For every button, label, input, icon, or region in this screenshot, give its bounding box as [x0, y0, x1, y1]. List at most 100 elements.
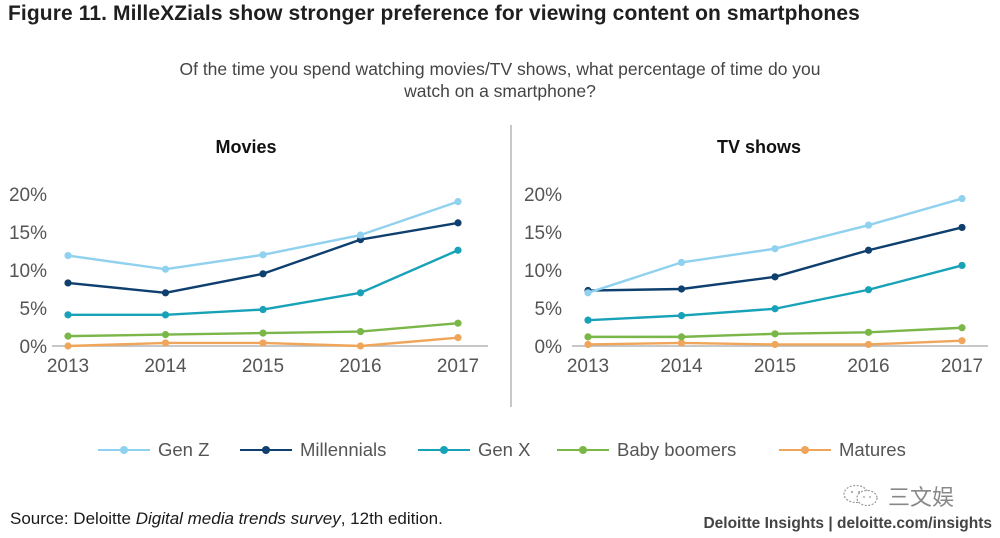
data-point-millennials [864, 246, 873, 254]
x-tick-label: 2013 [567, 356, 609, 377]
data-point-gen-z [958, 194, 966, 203]
movies-chart: 0% 5% 10% 15% 20% 2013 2014 2015 2016 2017 [9, 185, 488, 377]
watermark: 三文娱 [842, 482, 954, 510]
data-point-gen-x [259, 305, 267, 314]
y-tick-label: 20% [524, 185, 562, 206]
legend-label: Matures [839, 439, 906, 460]
y-tick-label: 10% [524, 261, 562, 282]
figure-title: Figure 11. MilleXZials show stronger pre… [8, 2, 860, 25]
data-point-gen-x [161, 311, 170, 319]
legend: Gen Z Millennials Gen X Baby boomers Mat… [0, 438, 1000, 462]
tv-shows-chart: 0% 5% 10% 15% 20% 2013 2014 2015 2016 2017 [524, 185, 988, 377]
series-baby-boomers [584, 324, 966, 341]
x-tick-label: 2013 [47, 356, 89, 377]
y-tick-label: 10% [9, 261, 47, 282]
x-tick-label: 2015 [242, 356, 284, 377]
figure-subtitle: Of the time you spend watching movies/TV… [0, 58, 1000, 102]
legend-marker [120, 446, 128, 454]
data-point-matures [161, 339, 170, 347]
data-point-gen-x [64, 311, 72, 319]
movies-panel-title: Movies [215, 137, 277, 157]
panel-divider [510, 125, 512, 407]
data-point-gen-z [356, 231, 365, 239]
x-tick-label: 2017 [437, 356, 479, 377]
legend-label: Baby boomers [617, 439, 737, 460]
deloitte-insights-footer: Deloitte Insights | deloitte.com/insight… [703, 515, 992, 532]
legend-item-matures: Matures [779, 438, 906, 462]
source-note: Source: Deloitte Digital media trends su… [10, 509, 443, 529]
data-point-millennials [677, 285, 686, 293]
data-point-matures [958, 337, 966, 345]
legend-swatch-gen-z [98, 446, 150, 454]
wechat-icon [843, 484, 878, 507]
legend-marker [440, 446, 448, 454]
data-point-gen-x [584, 316, 592, 324]
data-point-baby-boomers [161, 331, 170, 339]
legend-swatch-gen-x [418, 446, 470, 454]
data-point-gen-z [864, 221, 873, 229]
data-point-gen-x [864, 286, 873, 294]
y-tick-label: 0% [535, 337, 563, 358]
data-point-matures [584, 340, 592, 349]
legend-item-millennials: Millennials [240, 438, 386, 462]
data-point-baby-boomers [64, 332, 72, 340]
legend-item-baby-boomers: Baby boomers [557, 438, 736, 462]
series-gen-x [584, 261, 966, 324]
watermark-text: 三文娱 [888, 485, 955, 510]
series-line-gen-x [68, 249, 459, 317]
data-point-baby-boomers [259, 329, 267, 337]
data-point-gen-z [454, 198, 462, 206]
data-point-matures [259, 339, 267, 347]
series-matures [64, 334, 462, 350]
data-point-millennials [958, 223, 966, 232]
legend-marker [262, 446, 270, 454]
legend-item-gen-z: Gen Z [98, 438, 209, 462]
data-point-gen-x [454, 246, 462, 254]
data-point-baby-boomers [864, 328, 873, 336]
data-point-baby-boomers [771, 330, 779, 338]
y-tick-label: 15% [9, 223, 47, 244]
series-gen-x [64, 246, 462, 319]
x-tick-label: 2017 [941, 356, 983, 377]
data-point-millennials [161, 289, 170, 297]
legend-label: Gen X [478, 439, 531, 460]
legend-marker [801, 446, 809, 454]
y-tick-label: 5% [535, 299, 563, 320]
data-point-gen-z [64, 251, 72, 260]
y-tick-label: 5% [20, 299, 48, 320]
data-point-millennials [454, 219, 462, 227]
source-suffix: , 12th edition. [340, 509, 443, 528]
legend-label: Millennials [300, 439, 387, 460]
data-point-baby-boomers [454, 319, 462, 327]
x-tick-label: 2014 [144, 356, 187, 377]
y-tick-label: 15% [524, 223, 562, 244]
data-point-gen-x [677, 312, 686, 320]
legend-swatch-matures [779, 446, 831, 454]
series-gen-z [64, 198, 462, 273]
data-point-matures [677, 339, 686, 347]
x-tick-label: 2014 [660, 356, 703, 377]
series-baby-boomers [64, 319, 462, 340]
x-tick-label: 2016 [339, 356, 381, 377]
series-line-gen-z [67, 200, 459, 271]
data-point-baby-boomers [356, 327, 365, 336]
data-point-matures [771, 340, 779, 349]
legend-item-gen-x: Gen X [418, 438, 530, 462]
data-point-matures [864, 340, 873, 349]
legend-swatch-baby-boomers [557, 446, 609, 454]
x-tick-label: 2015 [754, 356, 796, 377]
data-point-gen-z [161, 265, 170, 273]
y-tick-label: 0% [20, 337, 48, 358]
data-point-gen-x [771, 305, 779, 313]
y-tick-label: 20% [9, 185, 47, 206]
data-point-matures [356, 342, 365, 350]
data-point-baby-boomers [584, 333, 592, 341]
legend-label: Gen Z [158, 439, 210, 460]
legend-marker [579, 446, 587, 454]
data-point-gen-z [677, 258, 686, 266]
source-italic: Digital media trends survey [135, 509, 341, 528]
data-point-millennials [259, 270, 267, 278]
data-point-gen-z [584, 289, 592, 297]
data-point-gen-z [259, 251, 267, 259]
